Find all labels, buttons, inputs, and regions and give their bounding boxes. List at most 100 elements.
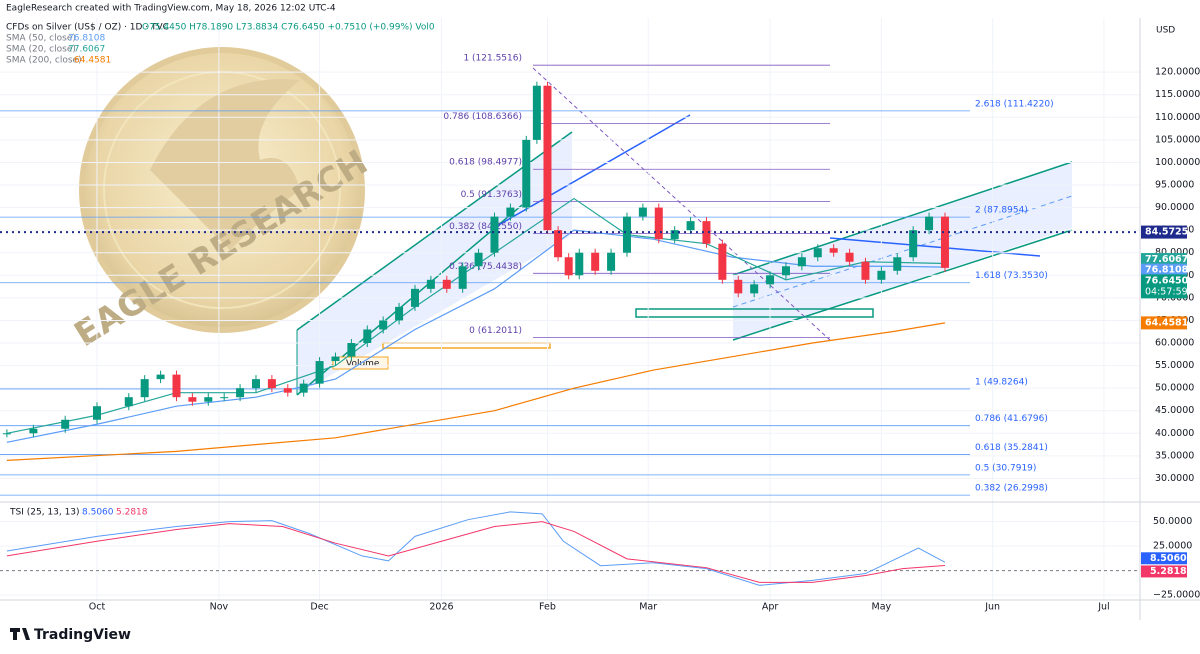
candle [686,221,695,231]
candle [442,279,451,289]
candle [458,266,467,289]
fib-label: 0.382 (26.2998) [975,484,1048,494]
candle [315,361,324,384]
channel-fill [733,162,1072,340]
candle [813,248,822,258]
candle [797,257,806,267]
candle [506,207,515,217]
candle [861,261,870,280]
y-tick-label: 80.0000 [1155,247,1194,258]
candle [718,243,727,280]
x-tick-label: Mar [639,602,657,613]
x-tick-label: Apr [762,602,779,613]
candle [29,428,38,434]
candle [638,207,647,217]
price-badge-label: 76.8108 [1145,265,1189,276]
x-tick-label: 2026 [429,602,453,613]
y-tick-label: 120.0000 [1155,67,1200,78]
candle [410,288,419,307]
fib-label: 1 (49.8264) [975,377,1028,387]
channel-fill [297,132,572,395]
candle [543,85,552,231]
candle [702,221,711,244]
tsi-legend-value: 5.2818 [116,508,148,518]
y-tick-label: 105.0000 [1155,134,1200,145]
fib-label: 0.382 (84.2550) [449,222,522,232]
candle [654,207,663,240]
candle [251,379,260,389]
x-tick-label: May [872,602,892,613]
candle [236,388,245,398]
candle [2,433,11,435]
price-badge-label: 64.4581 [1145,317,1188,328]
candle [554,230,563,258]
y-tick-label: 90.0000 [1155,202,1194,213]
ohlc: O75.4450 H78.1890 L73.8834 C76.6450 +0.7… [142,23,435,33]
line [6,229,945,443]
candle [299,383,308,393]
candle [267,379,276,389]
candle [622,216,631,253]
candle [379,320,388,330]
candle [877,270,886,280]
legend-name: SMA (200, close) [6,56,82,66]
price-badge [1141,225,1187,239]
candle [925,216,934,231]
candle [575,252,584,276]
fib-label: 1.618 (73.3530) [975,271,1048,281]
candle [61,419,70,429]
legend-value: 64.4581 [74,56,111,66]
line [6,521,946,583]
y-tick-label: −25.0000 [1153,590,1200,601]
candle [734,279,743,294]
zone [635,308,874,318]
fib-label: 0.236 (75.4438) [449,262,522,272]
price-badge-label: 76.6450 [1145,275,1189,286]
y-tick-label: 95.0000 [1155,180,1194,191]
price-badge-label: 84.5725 [1145,227,1188,238]
price-badge-label: 77.6067 [1145,254,1188,265]
y-tick-label: 45.0000 [1155,405,1194,416]
candle [172,374,181,398]
candle [607,252,616,271]
candle [766,275,775,285]
fib-label: 0 (61.2011) [469,326,522,336]
channel-line [732,229,1073,341]
price-badge [1141,316,1187,330]
logo-icon [10,628,30,640]
candle [893,257,902,271]
tsi-badge [1141,565,1187,578]
tsi-legend-value: 8.5060 [82,508,114,518]
candle [490,216,499,253]
fib-label: 0.786 (41.6796) [975,414,1048,424]
legend-name: SMA (50, close) [6,34,76,44]
countdown: 04:57:59 [1145,286,1188,297]
currency: USD [1156,26,1175,36]
footer [0,620,1200,654]
y-tick-label: 50.0000 [1155,383,1194,394]
candle [670,230,679,240]
y-tick-label: 50.0000 [1153,516,1192,527]
candle [909,230,918,258]
candle [940,216,949,268]
candle [750,284,759,294]
y-tick-label: 100.0000 [1155,157,1200,168]
fib-label: 0.5 (30.7919) [975,463,1036,473]
price-badge [1141,274,1187,299]
y-tick-label: 55.0000 [1155,360,1194,371]
legend-name: SMA (20, close) [6,45,76,55]
candle [156,374,165,380]
candle [474,252,483,267]
legend-value: 76.8108 [68,34,105,44]
trend-line [489,114,691,231]
annotation: Volume [346,359,380,369]
candle [204,397,213,402]
price-badge [1141,253,1187,267]
footer-logo: TradingView [34,627,131,643]
plot: Oct Nov Dec 2026 Feb Mar Apr May Jun Jul 30.0000 35… [0,18,1200,613]
fib-label: 2 (87.8954) [975,206,1028,216]
x-tick-label: Nov [210,602,229,613]
candle [347,343,356,357]
candle [781,266,790,276]
